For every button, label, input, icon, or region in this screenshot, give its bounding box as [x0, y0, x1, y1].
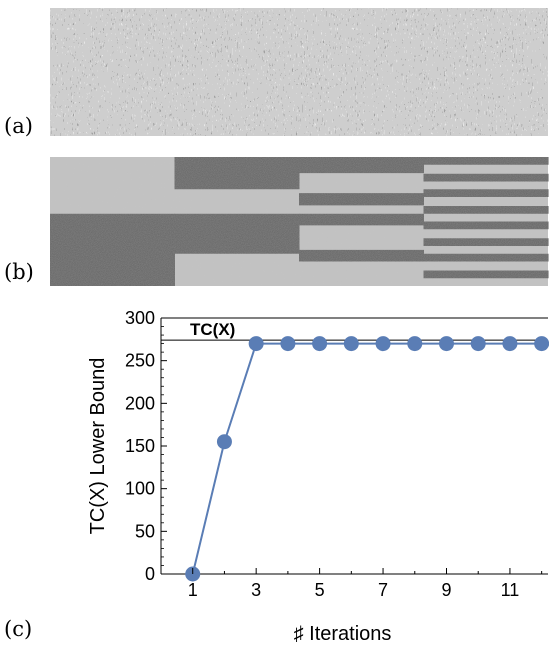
data-point — [375, 336, 391, 352]
data-point — [407, 336, 423, 352]
data-point — [470, 336, 486, 352]
series-points — [185, 336, 549, 582]
panel-a-label: (a) — [4, 114, 33, 138]
x-tick-label: 9 — [441, 580, 451, 600]
tc-reference-label: TC(X) — [190, 320, 235, 339]
data-point — [438, 336, 454, 352]
data-point — [216, 434, 232, 450]
series-path — [191, 342, 542, 575]
panel-b-image — [50, 157, 549, 286]
y-tick-label: 150 — [125, 436, 155, 456]
panel-b-label: (b) — [4, 260, 34, 284]
y-axis-title: TC(X) Lower Bound — [87, 358, 109, 535]
series-line — [191, 342, 542, 575]
y-axis-ticks: 0 50 100 150 200 250 300 — [125, 308, 167, 584]
data-point — [312, 336, 328, 352]
y-tick-label: 300 — [125, 308, 155, 328]
panel-a-image — [50, 8, 548, 136]
x-tick-label: 11 — [501, 580, 520, 600]
y-tick-label: 0 — [145, 564, 155, 584]
x-tick-label: 7 — [378, 580, 388, 600]
x-tick-label: 1 — [188, 580, 198, 600]
data-point — [248, 336, 264, 352]
data-point — [502, 336, 518, 352]
y-tick-label: 50 — [135, 521, 155, 541]
data-point — [534, 336, 549, 352]
panel-b-grain — [50, 157, 548, 286]
y-tick-label: 250 — [125, 351, 155, 371]
y-tick-label: 100 — [125, 479, 155, 499]
x-axis-ticks: 1 3 5 7 9 11 — [188, 568, 543, 600]
x-tick-label: 3 — [251, 580, 261, 600]
y-tick-label: 200 — [125, 393, 155, 413]
data-point — [280, 336, 296, 352]
panel-c-label: (c) — [4, 617, 33, 641]
x-tick-label: 5 — [315, 580, 325, 600]
x-axis-title: ♯ Iterations — [294, 623, 392, 645]
data-point — [343, 336, 359, 352]
